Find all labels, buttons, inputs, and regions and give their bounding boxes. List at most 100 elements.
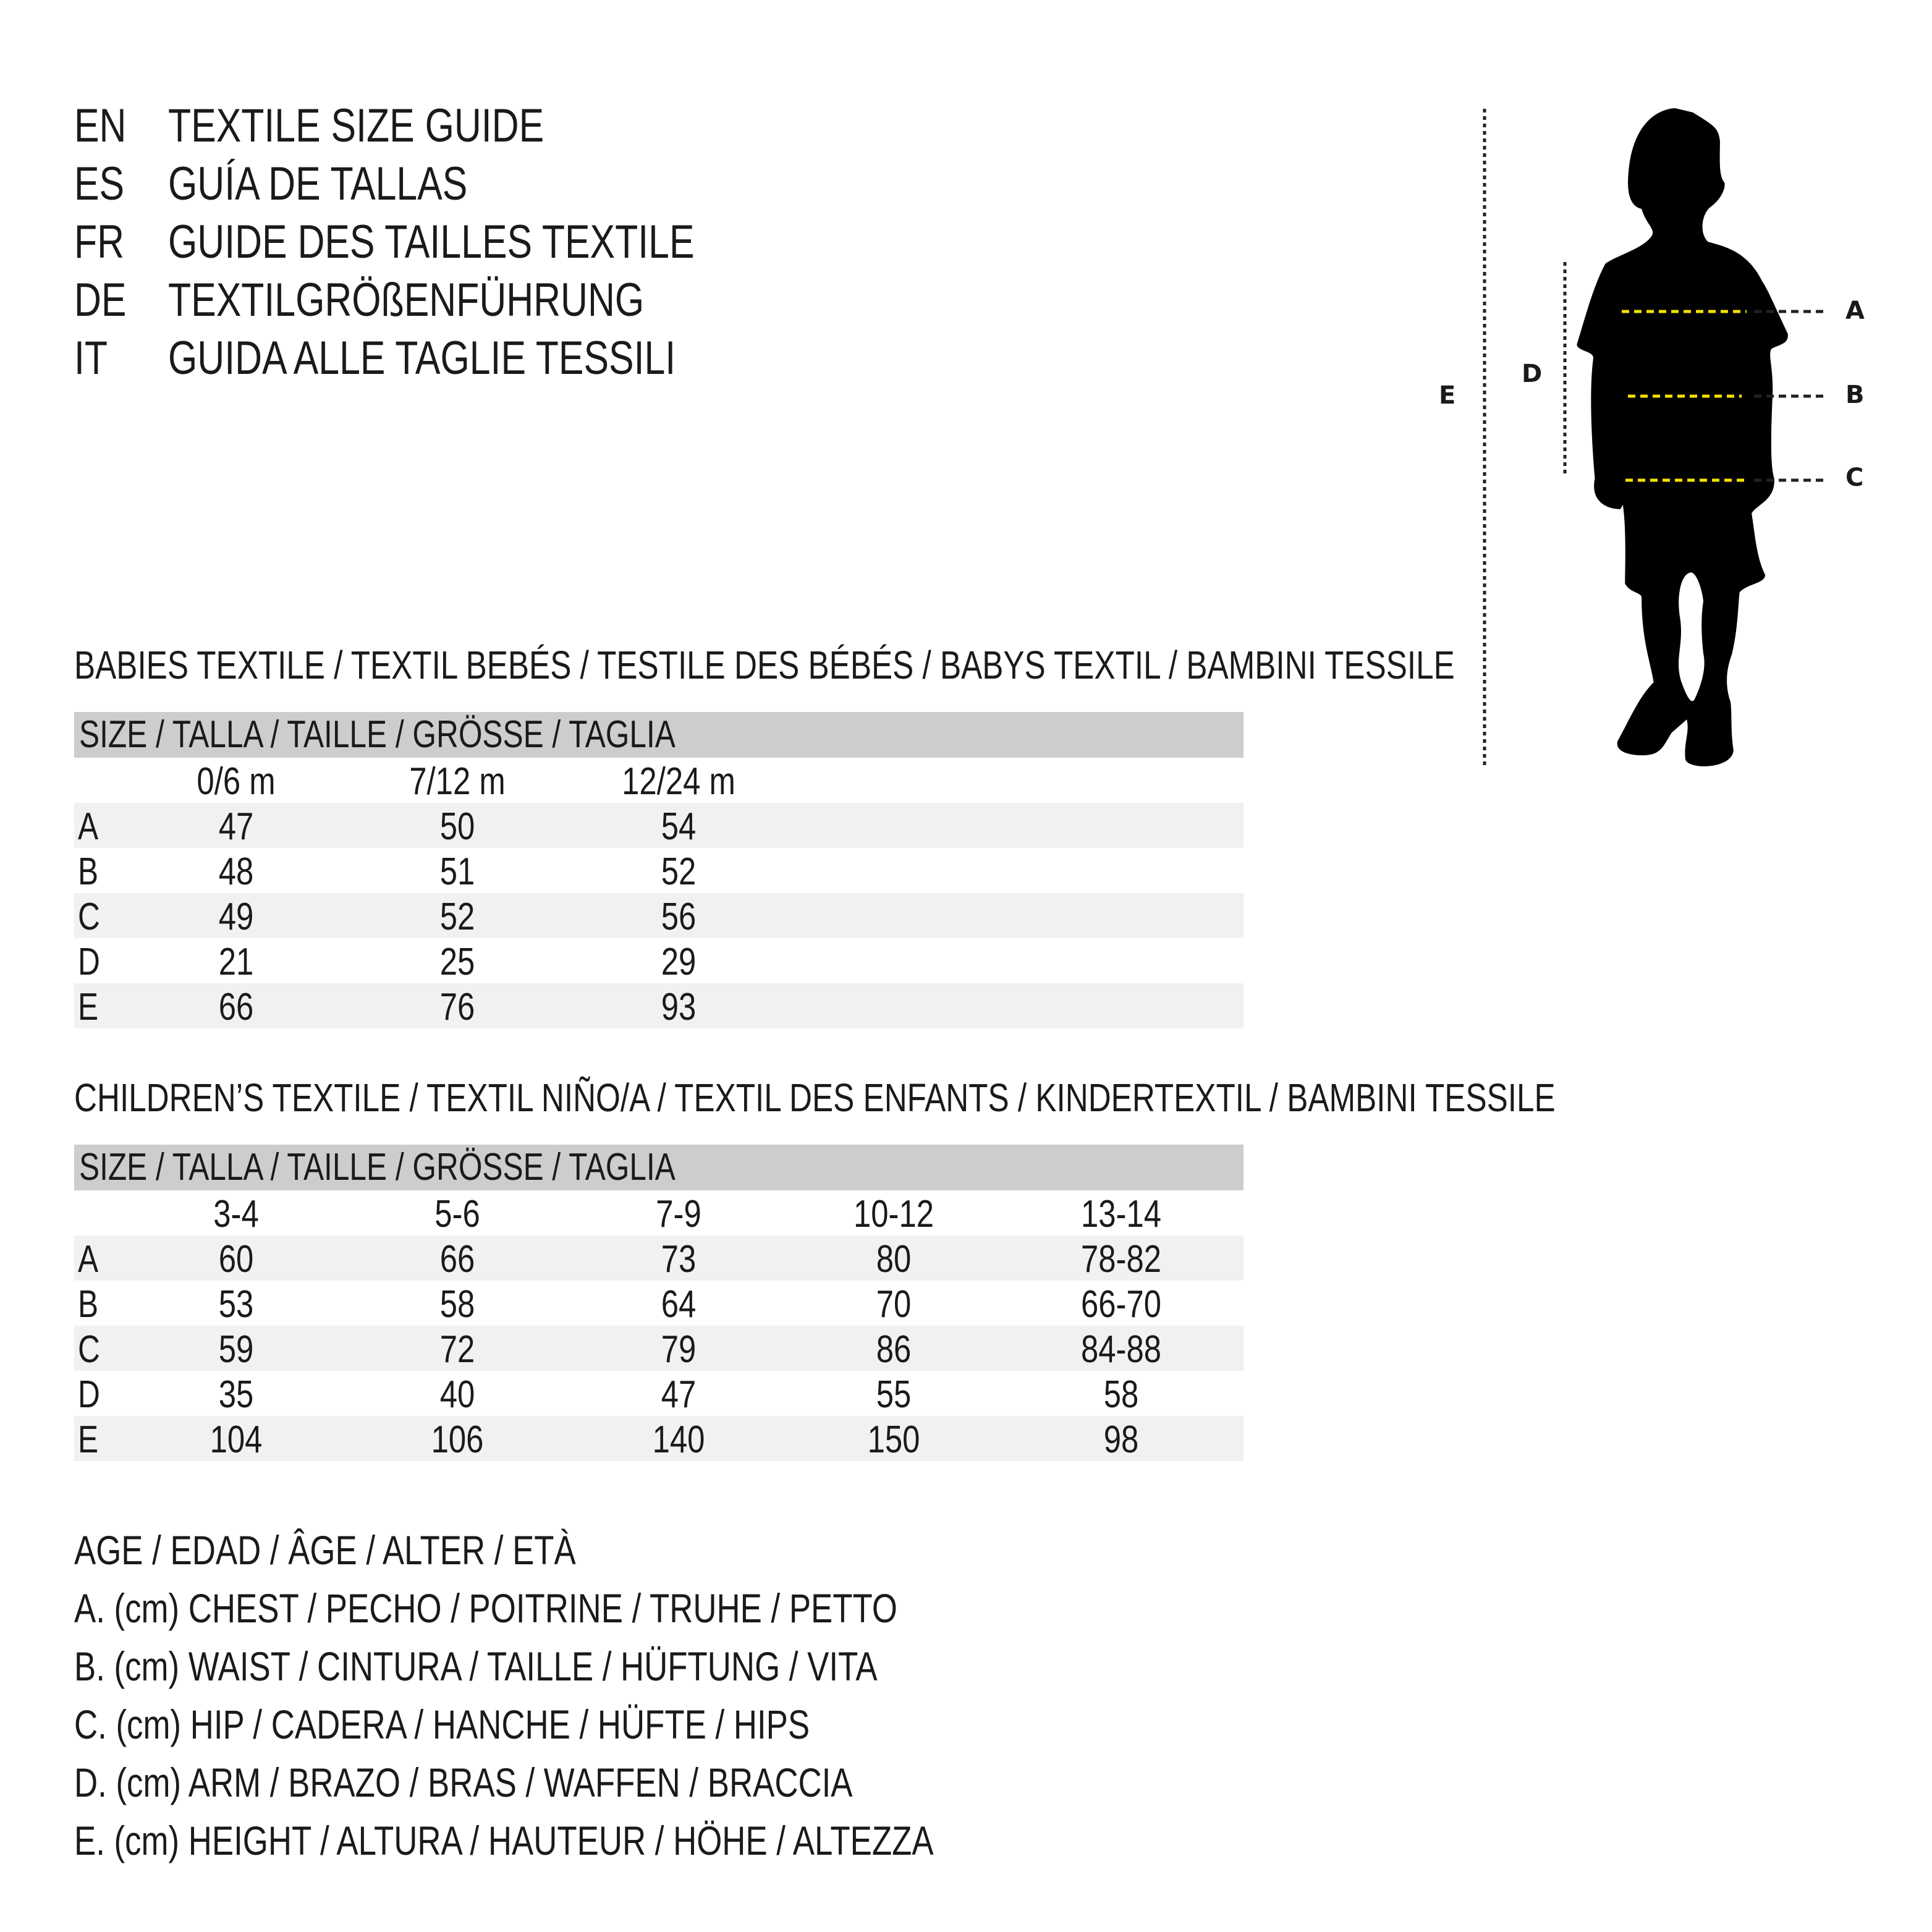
column-header: 13-14	[1080, 1193, 1162, 1235]
row-label: C	[78, 1328, 100, 1371]
child-silhouette-icon	[1577, 108, 1788, 766]
lang-code: IT	[74, 332, 108, 384]
table-cell: 25	[439, 941, 475, 983]
table-row: D 21 25 29	[74, 938, 1244, 983]
table-cell: 98	[1103, 1418, 1139, 1461]
row-label: B	[78, 1283, 99, 1326]
size-header-text: SIZE / TALLA / TAILLE / GRÖSSE / TAGLIA	[79, 1146, 676, 1188]
row-label: A	[78, 805, 99, 848]
table-cell: 140	[652, 1418, 705, 1461]
table-cell: 47	[661, 1373, 697, 1416]
title-text: TEXTILE SIZE GUIDE	[168, 100, 544, 152]
table-row: A 60 66 73 80 78-82	[74, 1235, 1244, 1281]
label-b: B	[1845, 381, 1865, 409]
children-heading: CHILDREN’S TEXTILE / TEXTIL NIÑO/A / TEX…	[74, 1073, 1926, 1122]
column-header: 10-12	[853, 1193, 934, 1235]
table-cell: 76	[439, 986, 475, 1028]
table-cell: 86	[876, 1328, 912, 1371]
table-cell: 21	[218, 941, 254, 983]
table-row: B 48 51 52	[74, 848, 1244, 893]
table-row: B 53 58 64 70 66-70	[74, 1281, 1244, 1326]
row-label: D	[78, 1373, 100, 1416]
table-cell: 52	[661, 850, 697, 893]
table-cell: 66-70	[1080, 1283, 1162, 1326]
table-row: D 35 40 47 55 58	[74, 1371, 1244, 1416]
table-cell: 59	[218, 1328, 254, 1371]
lang-code: FR	[74, 216, 125, 268]
table-cell: 64	[661, 1283, 697, 1326]
legend-text: B. (cm) WAIST / CINTURA / TAILLE / HÜFTU…	[74, 1643, 878, 1689]
label-a: A	[1845, 297, 1865, 325]
table-cell: 106	[431, 1418, 484, 1461]
legend-waist: B. (cm) WAIST / CINTURA / TAILLE / HÜFTU…	[74, 1638, 1078, 1694]
table-row: C 59 72 79 86 84-88	[74, 1326, 1244, 1371]
table-cell: 80	[876, 1238, 912, 1281]
table-cell: 51	[439, 850, 475, 893]
table-cell: 66	[218, 986, 254, 1028]
row-label: A	[78, 1238, 99, 1281]
title-text: GUIDE DES TAILLES TEXTILE	[168, 216, 695, 268]
table-cell: 72	[439, 1328, 475, 1371]
label-d: D	[1522, 360, 1543, 388]
lang-code: EN	[74, 100, 127, 152]
size-header-text: SIZE / TALLA / TAILLE / GRÖSSE / TAGLIA	[79, 713, 676, 756]
legend-chest: A. (cm) CHEST / PECHO / POITRINE / TRUHE…	[74, 1580, 1103, 1636]
table-cell: 53	[218, 1283, 254, 1326]
legend-text: D. (cm) ARM / BRAZO / BRAS / WAFFEN / BR…	[74, 1760, 853, 1805]
table-cell: 78-82	[1080, 1238, 1162, 1281]
table-cell: 73	[661, 1238, 697, 1281]
measurement-figure	[1483, 108, 1827, 766]
column-header-row: 3-4 5-6 7-9 10-12 13-14	[74, 1190, 1244, 1235]
title-text: GUIDA ALLE TAGLIE TESSILI	[168, 332, 676, 384]
row-label: E	[78, 986, 99, 1028]
size-header: SIZE / TALLA / TAILLE / GRÖSSE / TAGLIA	[74, 712, 1244, 758]
lang-code: DE	[74, 274, 127, 326]
column-header: 3-4	[213, 1193, 259, 1235]
children-size-table: SIZE / TALLA / TAILLE / GRÖSSE / TAGLIA …	[74, 1145, 1244, 1461]
lang-code: ES	[74, 158, 125, 210]
title-text: GUÍA DE TALLAS	[168, 158, 468, 210]
legend-hip: C. (cm) HIP / CADERA / HANCHE / HÜFTE / …	[74, 1697, 994, 1752]
legend-age: AGE / EDAD / ÂGE / ALTER / ETÀ	[74, 1522, 701, 1578]
table-cell: 52	[439, 896, 475, 938]
legend-text: E. (cm) HEIGHT / ALTURA / HAUTEUR / HÖHE…	[74, 1818, 934, 1863]
table-cell: 35	[218, 1373, 254, 1416]
column-header: 0/6 m	[197, 760, 276, 803]
table-row: E 66 76 93	[74, 983, 1244, 1028]
table-cell: 84-88	[1080, 1328, 1162, 1371]
table-cell: 29	[661, 941, 697, 983]
children-heading-text: CHILDREN’S TEXTILE / TEXTIL NIÑO/A / TEX…	[74, 1075, 1556, 1120]
table-row: C 49 52 56	[74, 893, 1244, 938]
column-header: 12/24 m	[622, 760, 735, 803]
table-cell: 58	[439, 1283, 475, 1326]
table-cell: 56	[661, 896, 697, 938]
table-cell: 54	[661, 805, 697, 848]
table-cell: 50	[439, 805, 475, 848]
legend-text: C. (cm) HIP / CADERA / HANCHE / HÜFTE / …	[74, 1701, 810, 1747]
legend-text: A. (cm) CHEST / PECHO / POITRINE / TRUHE…	[74, 1585, 897, 1631]
table-cell: 150	[867, 1418, 920, 1461]
size-header: SIZE / TALLA / TAILLE / GRÖSSE / TAGLIA	[74, 1145, 1244, 1190]
table-row: E 104 106 140 150 98	[74, 1416, 1244, 1461]
column-header: 7/12 m	[409, 760, 506, 803]
column-header: 5-6	[434, 1193, 480, 1235]
babies-heading: BABIES TEXTILE / TEXTIL BEBÉS / TESTILE …	[74, 640, 1800, 690]
row-label: E	[78, 1418, 99, 1461]
table-cell: 93	[661, 986, 697, 1028]
row-label: B	[78, 850, 99, 893]
legend-text: AGE / EDAD / ÂGE / ALTER / ETÀ	[74, 1527, 576, 1573]
table-cell: 55	[876, 1373, 912, 1416]
row-label: C	[78, 896, 100, 938]
table-cell: 49	[218, 896, 254, 938]
babies-size-table: SIZE / TALLA / TAILLE / GRÖSSE / TAGLIA …	[74, 712, 1244, 1028]
table-cell: 40	[439, 1373, 475, 1416]
table-cell: 58	[1103, 1373, 1139, 1416]
row-label: D	[78, 941, 100, 983]
title-text: TEXTILGRÖßENFÜHRUNG	[168, 274, 645, 326]
table-cell: 104	[210, 1418, 263, 1461]
legend-arm: D. (cm) ARM / BRAZO / BRAS / WAFFEN / BR…	[74, 1755, 1047, 1810]
legend-height: E. (cm) HEIGHT / ALTURA / HAUTEUR / HÖHE…	[74, 1813, 1148, 1868]
table-row: A 47 50 54	[74, 803, 1244, 848]
column-header: 7-9	[656, 1193, 701, 1235]
label-c: C	[1845, 464, 1864, 492]
